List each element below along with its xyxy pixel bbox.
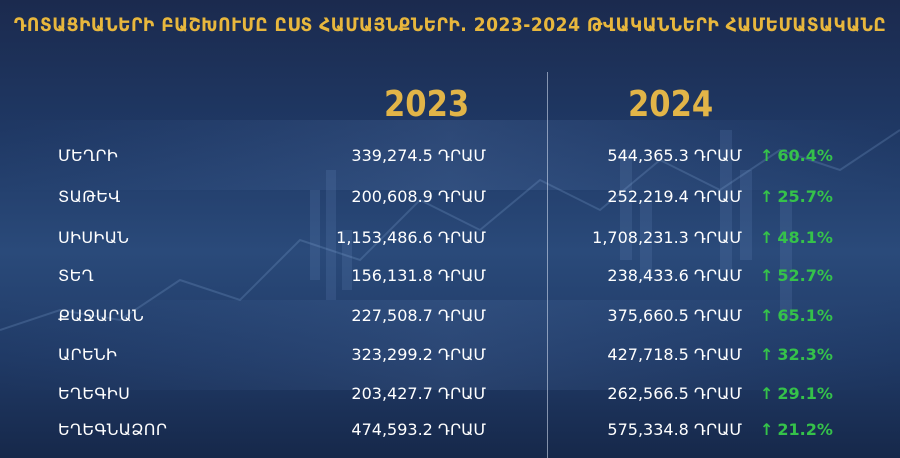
change-percent: ↑ 60.4% [760,146,833,165]
table-row: ՄԵՂՐԻ 339,274.5 ԴՐԱՄ 544,365.3 ԴՐԱՄ ↑ 60.… [0,146,900,182]
value-2024: 252,219.4 ԴՐԱՄ [607,187,742,206]
table-row: ՍԻՍԻԱՆ 1,153,486.6 ԴՐԱՄ 1,708,231.3 ԴՐԱՄ… [0,228,900,264]
region-name: ԵՂԵԳԻՍ [58,384,131,403]
change-percent: ↑ 48.1% [760,228,833,247]
change-value: 29.1% [777,384,833,403]
value-2023: 227,508.7 ԴՐԱՄ [351,306,486,325]
page-title: ԴՈՏԱՑԻԱՆԵՐԻ ԲԱՇԽՈՒՄԸ ԸՍՏ ՀԱՄԱՅՆՔՆԵՐԻ. 20… [13,14,887,36]
change-percent: ↑ 29.1% [760,384,833,403]
change-percent: ↑ 65.1% [760,306,833,325]
table-row: ՏԱԹԵՎ 200,608.9 ԴՐԱՄ 252,219.4 ԴՐԱՄ ↑ 25.… [0,187,900,223]
value-2023: 1,153,486.6 ԴՐԱՄ [336,228,486,247]
column-divider [547,72,548,458]
arrow-up-icon: ↑ [760,146,774,165]
arrow-up-icon: ↑ [760,384,774,403]
region-name: ՏԱԹԵՎ [58,187,121,206]
value-2024: 427,718.5 ԴՐԱՄ [607,345,742,364]
value-2024: 238,433.6 ԴՐԱՄ [607,266,742,285]
change-value: 60.4% [777,146,833,165]
value-2024: 375,660.5 ԴՐԱՄ [607,306,742,325]
change-percent: ↑ 52.7% [760,266,833,285]
region-name: ՏԵՂ [58,266,94,285]
arrow-up-icon: ↑ [760,420,774,439]
region-name: ԱՐԵՆԻ [58,345,118,364]
arrow-up-icon: ↑ [760,266,774,285]
table-row: ԵՂԵԳԻՍ 203,427.7 ԴՐԱՄ 262,566.5 ԴՐԱՄ ↑ 29… [0,384,900,420]
region-name: ՔԱՋԱՐԱՆ [58,306,145,325]
change-percent: ↑ 25.7% [760,187,833,206]
change-value: 48.1% [777,228,833,247]
value-2023: 474,593.2 ԴՐԱՄ [351,420,486,439]
year-2024-heading: 2024 [628,84,714,125]
value-2024: 1,708,231.3 ԴՐԱՄ [592,228,742,247]
region-name: ԵՂԵԳՆԱՁՈՐ [58,420,168,439]
value-2023: 203,427.7 ԴՐԱՄ [351,384,486,403]
region-name: ՍԻՍԻԱՆ [58,228,130,247]
change-value: 32.3% [777,345,833,364]
arrow-up-icon: ↑ [760,345,774,364]
year-2023-heading: 2023 [384,84,470,125]
change-percent: ↑ 21.2% [760,420,833,439]
value-2024: 544,365.3 ԴՐԱՄ [607,146,742,165]
table-row: ԵՂԵԳՆԱՁՈՐ 474,593.2 ԴՐԱՄ 575,334.8 ԴՐԱՄ … [0,420,900,456]
arrow-up-icon: ↑ [760,187,774,206]
change-value: 21.2% [777,420,833,439]
arrow-up-icon: ↑ [760,228,774,247]
change-value: 52.7% [777,266,833,285]
change-percent: ↑ 32.3% [760,345,833,364]
arrow-up-icon: ↑ [760,306,774,325]
region-name: ՄԵՂՐԻ [58,146,119,165]
table-row: ՔԱՋԱՐԱՆ 227,508.7 ԴՐԱՄ 375,660.5 ԴՐԱՄ ↑ 6… [0,306,900,342]
value-2023: 323,299.2 ԴՐԱՄ [351,345,486,364]
value-2023: 339,274.5 ԴՐԱՄ [351,146,486,165]
table-row: ԱՐԵՆԻ 323,299.2 ԴՐԱՄ 427,718.5 ԴՐԱՄ ↑ 32.… [0,345,900,381]
value-2023: 200,608.9 ԴՐԱՄ [351,187,486,206]
value-2023: 156,131.8 ԴՐԱՄ [351,266,486,285]
change-value: 25.7% [777,187,833,206]
table-row: ՏԵՂ 156,131.8 ԴՐԱՄ 238,433.6 ԴՐԱՄ ↑ 52.7% [0,266,900,302]
change-value: 65.1% [777,306,833,325]
value-2024: 575,334.8 ԴՐԱՄ [607,420,742,439]
value-2024: 262,566.5 ԴՐԱՄ [607,384,742,403]
